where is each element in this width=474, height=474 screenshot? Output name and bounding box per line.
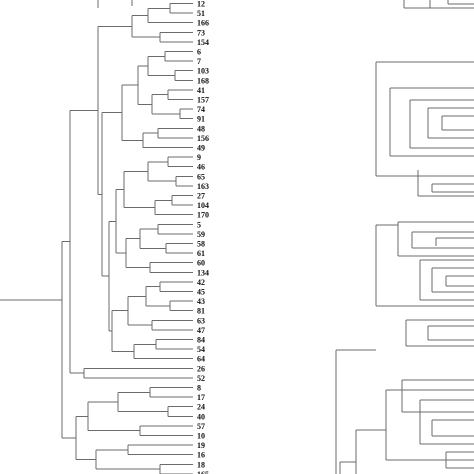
leaf-label: 63 [197,316,205,325]
leaf-label: 58 [197,240,205,249]
leaf-label: 26 [197,364,205,373]
leaf-label: 49 [197,144,205,153]
leaf-label: 64 [197,355,205,364]
leaf-label: 103 [197,67,209,76]
leaf-label: 27 [197,192,205,201]
leaf-label: 157 [197,96,209,105]
leaf-label: 61 [197,249,205,258]
leaf-label: 81 [197,307,205,316]
leaf-label: 134 [197,268,209,277]
leaf-label: 41 [197,86,205,95]
leaf-label: 17 [197,393,205,402]
leaf-label: 57 [197,422,205,431]
leaf-label: 24 [197,403,205,412]
leaf-label: 104 [197,201,209,210]
leaf-label: 156 [197,134,209,143]
leaf-label: 165 [197,470,209,474]
leaf-label: 42 [197,278,205,287]
leaf-label-column: 1251166731546710316841157749148156499466… [197,0,209,474]
leaf-label: 19 [197,441,205,450]
leaf-label: 45 [197,288,205,297]
leaf-label: 16 [197,451,205,460]
leaf-label: 7 [197,57,201,66]
leaf-label: 52 [197,374,205,383]
leaf-label: 154 [197,38,209,47]
leaf-label: 6 [197,48,201,57]
leaf-label: 59 [197,230,205,239]
leaf-label: 84 [197,336,205,345]
leaf-label: 40 [197,412,205,421]
leaf-label: 47 [197,326,205,335]
leaf-label: 73 [197,28,205,37]
leaf-label: 46 [197,163,205,172]
leaf-label: 163 [197,182,209,191]
leaf-label: 170 [197,211,209,220]
leaf-label: 8 [197,384,201,393]
left-dendrogram [0,0,193,474]
leaf-label: 74 [197,105,205,114]
leaf-label: 9 [197,153,201,162]
leaf-label: 51 [197,9,205,18]
leaf-label: 5 [197,220,201,229]
leaf-label: 65 [197,172,205,181]
leaf-label: 60 [197,259,205,268]
leaf-label: 54 [197,345,205,354]
leaf-label: 166 [197,19,209,28]
leaf-label: 48 [197,124,205,133]
leaf-label: 43 [197,297,205,306]
leaf-label: 18 [197,460,205,469]
leaf-label: 168 [197,76,209,85]
right-dendrogram [335,0,474,474]
leaf-label: 12 [197,0,205,9]
leaf-label: 10 [197,432,205,441]
leaf-label: 91 [197,115,205,124]
